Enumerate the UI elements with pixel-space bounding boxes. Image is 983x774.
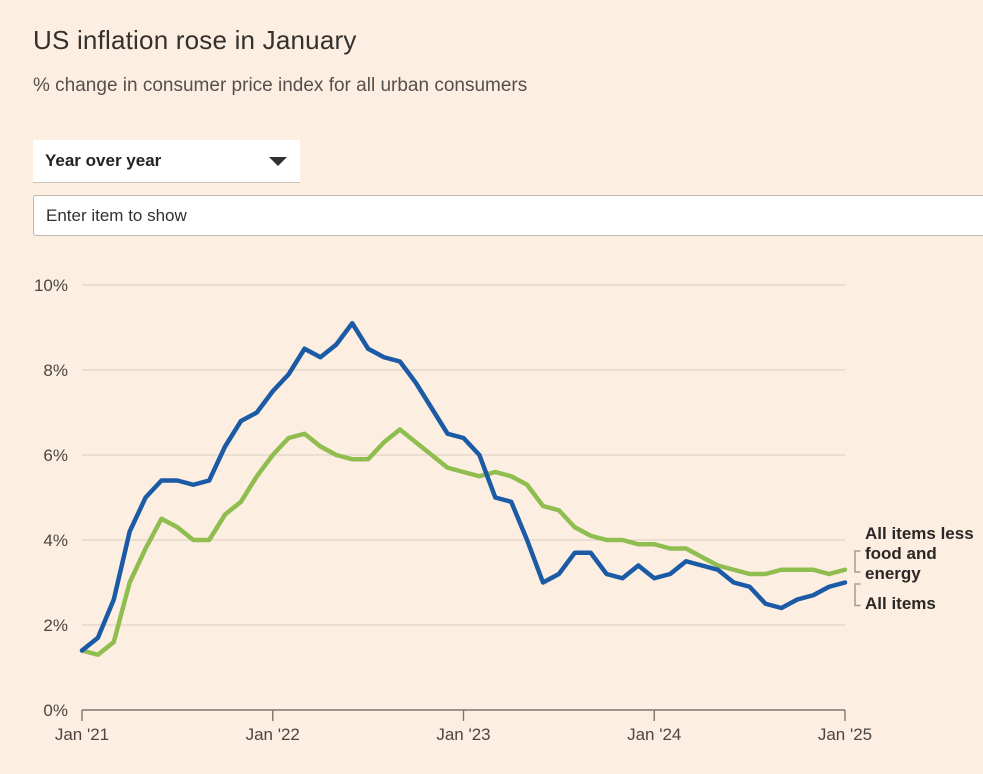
period-dropdown[interactable]: Year over year: [33, 140, 300, 183]
x-axis-tick-label: Jan '25: [818, 725, 872, 744]
y-axis-tick-label: 8%: [43, 361, 68, 380]
x-axis-tick-label: Jan '21: [55, 725, 109, 744]
inflation-line-chart: Jan '25 Jan '24 Jan '23 Jan '22 Jan '21 10% 8%…: [34, 276, 872, 744]
chevron-down-icon: [269, 157, 287, 166]
chart-subtitle: % change in consumer price index for all…: [33, 75, 528, 96]
x-axis-tick-label: Jan '24: [627, 725, 681, 744]
all-items-label-connector-bracket: [854, 583, 861, 607]
x-axis-tick-label: Jan '22: [246, 725, 300, 744]
page-title: US inflation rose in January: [33, 25, 357, 56]
y-axis-tick-label: 2%: [43, 616, 68, 635]
period-dropdown-value: Year over year: [45, 151, 162, 170]
item-search-input[interactable]: [33, 195, 983, 236]
core-label-connector-bracket: [854, 550, 861, 573]
series-line-all-items-less-food-and-energy: [79, 427, 848, 657]
y-axis-tick-label: 0%: [43, 701, 68, 720]
series-line-all-items: [79, 321, 848, 653]
series-label-core: All items less food and energy: [865, 524, 974, 583]
y-axis-tick-label: 10%: [34, 276, 68, 295]
x-axis-tick-label: Jan '23: [436, 725, 490, 744]
y-axis-tick-label: 4%: [43, 531, 68, 550]
y-axis-tick-label: 6%: [43, 446, 68, 465]
series-label-all-items: All items: [865, 594, 936, 613]
